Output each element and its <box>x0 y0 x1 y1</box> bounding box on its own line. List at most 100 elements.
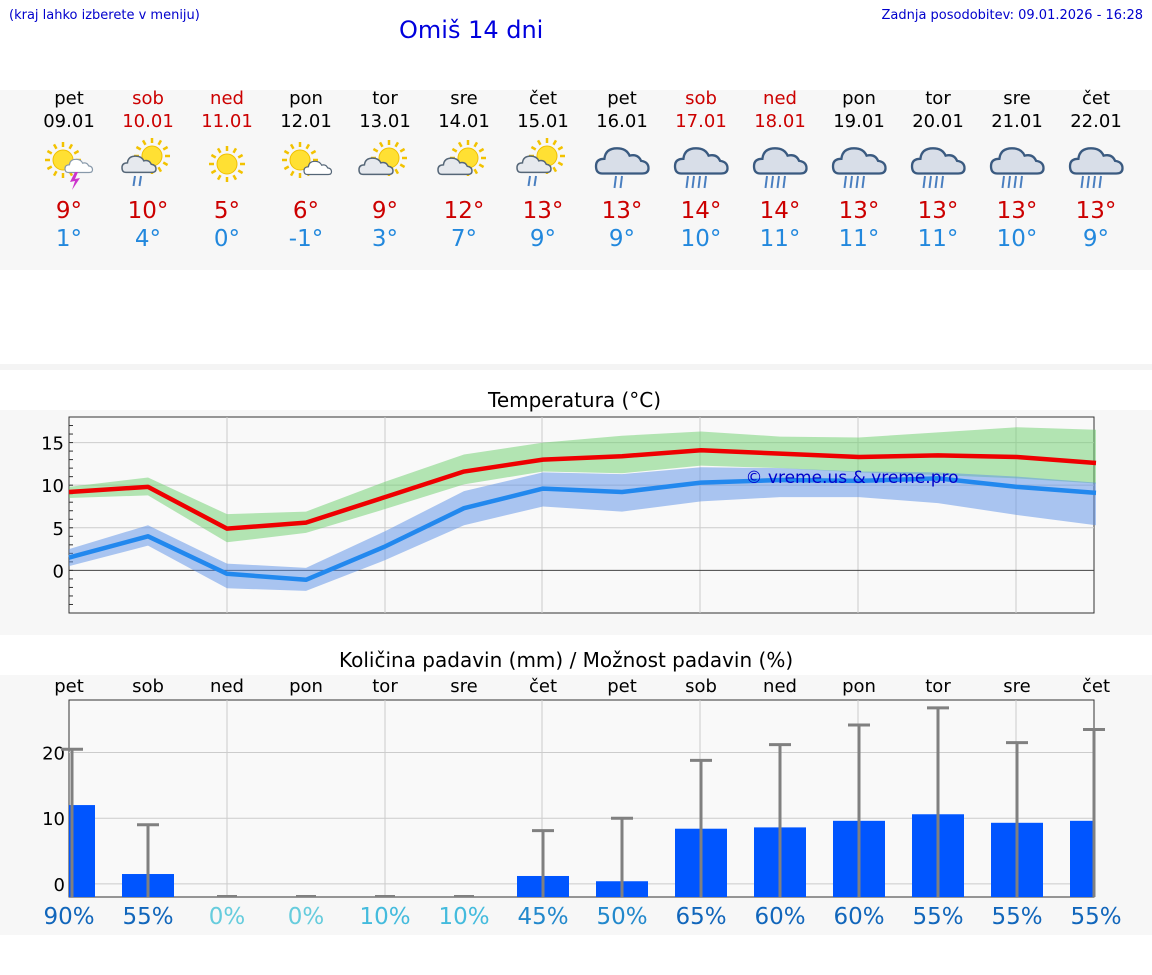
temp-min: 9° <box>529 226 557 252</box>
temp-max: 12° <box>443 198 485 224</box>
precip-day-label: sre <box>450 676 478 697</box>
precip-day-label: ned <box>210 676 244 697</box>
temp-min: 11° <box>838 226 880 252</box>
day-name: pet <box>54 88 84 109</box>
day-date: 14.01 <box>438 111 490 132</box>
location-hint[interactable]: (kraj lahko izberete v meniju) <box>9 8 200 23</box>
precip-probability: 55% <box>122 904 174 930</box>
temp-max: 9° <box>55 198 83 224</box>
temp-line-min <box>68 476 1097 583</box>
sun-cloud-rain-icon <box>121 138 170 187</box>
precip-day-label: sob <box>132 676 164 697</box>
day-date: 22.01 <box>1070 111 1122 132</box>
temperature-title: Temperatura (°C) <box>488 388 662 412</box>
day-name: sob <box>132 88 164 109</box>
temp-max: 13° <box>838 198 880 224</box>
day-name: čet <box>528 88 558 109</box>
temp-ytick: 0 <box>53 561 64 582</box>
temp-min: 1° <box>55 226 83 252</box>
day-date: 10.01 <box>122 111 174 132</box>
sun-cloud-icon <box>358 140 407 176</box>
temp-min: 9° <box>1082 226 1110 252</box>
precip-day-label: tor <box>372 676 398 697</box>
precip-day-label: ned <box>763 676 797 697</box>
last-update: Zadnja posodobitev: 09.01.2026 - 16:28 <box>881 8 1143 23</box>
day-date: 15.01 <box>517 111 569 132</box>
precip-day-label: pon <box>289 676 323 697</box>
temp-range-band-min <box>69 467 1096 591</box>
precip-probability: 65% <box>675 904 727 930</box>
sun-cloud-rain-icon <box>516 138 565 187</box>
sun-cloud-icon <box>437 140 486 176</box>
precip-probability: 55% <box>991 904 1043 930</box>
day-date: 18.01 <box>754 111 806 132</box>
temp-min: 0° <box>213 226 241 252</box>
day-date: 11.01 <box>201 111 253 132</box>
precip-probability: 55% <box>1070 904 1122 930</box>
precip-bar <box>1070 820 1094 897</box>
precip-day-label: pet <box>607 676 637 697</box>
sun-thunder-icon <box>45 142 94 190</box>
precip-probability: 45% <box>517 904 569 930</box>
day-name: tor <box>372 88 398 109</box>
day-name: sob <box>685 88 717 109</box>
temp-max: 14° <box>680 198 722 224</box>
day-date: 12.01 <box>280 111 332 132</box>
precip-probability: 90% <box>43 904 95 930</box>
day-date: 17.01 <box>675 111 727 132</box>
day-date: 19.01 <box>833 111 885 132</box>
sun-icon <box>209 146 245 182</box>
precip-day-label: sre <box>1003 676 1031 697</box>
temp-min: 9° <box>608 226 636 252</box>
precip-probability: 55% <box>912 904 964 930</box>
day-name: pon <box>289 88 323 109</box>
precip-day-label: čet <box>1081 676 1111 697</box>
precip-ytick: 10 <box>42 809 65 830</box>
temp-max: 13° <box>917 198 959 224</box>
day-name: sre <box>1003 88 1031 109</box>
cloud-heavy-rain-icon <box>831 147 887 189</box>
precip-day-label: sob <box>685 676 717 697</box>
precip-probability: 60% <box>833 904 885 930</box>
precip-probability: 0% <box>287 904 325 930</box>
cloud-heavy-rain-icon <box>752 147 808 189</box>
temp-min: -1° <box>288 226 324 252</box>
temp-min: 3° <box>371 226 399 252</box>
temp-max: 13° <box>996 198 1038 224</box>
temp-min: 10° <box>996 226 1038 252</box>
day-name: čet <box>1081 88 1111 109</box>
forecast-band <box>0 90 1152 270</box>
day-name: sre <box>450 88 478 109</box>
precip-probability: 0% <box>208 904 246 930</box>
day-date: 16.01 <box>596 111 648 132</box>
temp-ytick: 10 <box>41 476 64 497</box>
temp-max: 13° <box>1075 198 1117 224</box>
day-name: pon <box>842 88 876 109</box>
precip-ytick: 20 <box>42 744 65 765</box>
temp-min: 4° <box>134 226 162 252</box>
temp-min: 11° <box>759 226 801 252</box>
temp-max: 5° <box>213 198 241 224</box>
temp-max: 6° <box>292 198 320 224</box>
precip-ytick: 0 <box>54 875 65 896</box>
sun-small-cloud-icon <box>282 142 333 178</box>
temp-ytick: 5 <box>53 519 64 540</box>
day-date: 20.01 <box>912 111 964 132</box>
temp-max: 13° <box>601 198 643 224</box>
precip-probability: 50% <box>596 904 648 930</box>
day-name: ned <box>210 88 244 109</box>
temp-line-max <box>68 447 1097 531</box>
day-name: pet <box>607 88 637 109</box>
temp-ytick: 15 <box>41 434 64 455</box>
temp-min: 7° <box>450 226 478 252</box>
precip-probability: 10% <box>359 904 411 930</box>
temp-min: 10° <box>680 226 722 252</box>
temp-max: 13° <box>522 198 564 224</box>
cloud-heavy-rain-icon <box>1068 147 1124 189</box>
day-date: 13.01 <box>359 111 411 132</box>
cloud-heavy-rain-icon <box>910 147 966 189</box>
temp-min: 11° <box>917 226 959 252</box>
cloud-heavy-rain-icon <box>673 147 729 189</box>
